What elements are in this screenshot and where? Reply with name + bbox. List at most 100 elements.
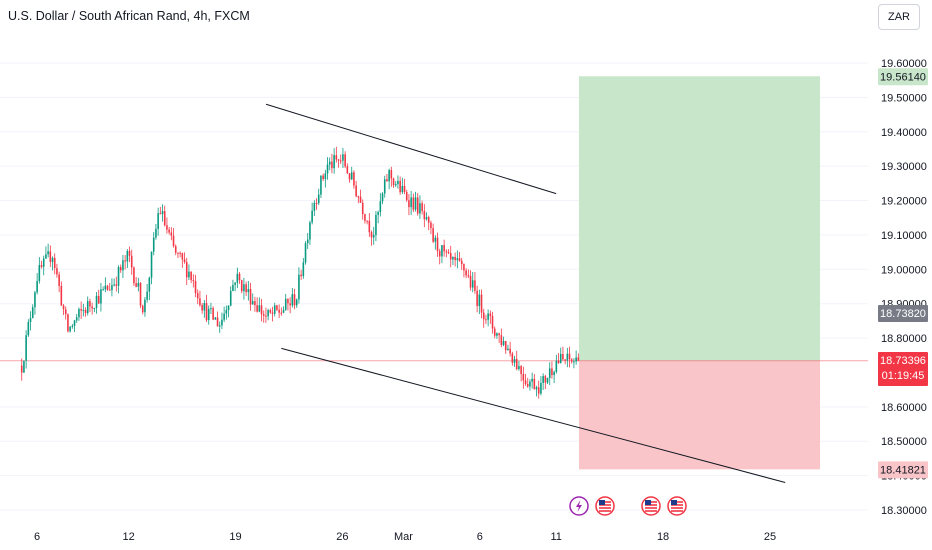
- candle-body: [469, 275, 472, 288]
- candle-body: [302, 262, 305, 277]
- candles: [20, 146, 580, 399]
- candle-body: [496, 333, 498, 336]
- candle-body: [335, 155, 338, 160]
- candle-body: [375, 214, 377, 236]
- candle-body: [221, 319, 223, 326]
- candle-body: [434, 237, 437, 242]
- candle-body: [315, 202, 318, 204]
- candle-body: [144, 299, 146, 313]
- candle-body: [346, 166, 349, 174]
- candle-body: [361, 202, 364, 215]
- candle-body: [357, 196, 360, 198]
- candle-body: [452, 256, 454, 260]
- candle-body: [152, 237, 155, 252]
- candle-body: [260, 305, 263, 315]
- candle-body: [64, 309, 67, 315]
- candle-body: [51, 257, 54, 262]
- candle-body: [108, 289, 111, 291]
- candle-body: [300, 274, 302, 277]
- candle-body: [524, 380, 527, 385]
- candle-body: [339, 160, 342, 162]
- candle-body: [403, 185, 406, 193]
- y-tick-label: 19.50000: [881, 92, 927, 104]
- candle-body: [104, 285, 107, 290]
- candle-body: [190, 271, 192, 281]
- candle-body: [287, 298, 289, 304]
- candle-body: [216, 317, 219, 327]
- candle-body: [491, 316, 494, 329]
- candle-body: [485, 319, 487, 321]
- candle-body: [515, 359, 518, 370]
- candle-body: [392, 178, 395, 186]
- candle-body: [214, 317, 217, 320]
- us-flag-icon: [667, 496, 687, 516]
- candle-body: [364, 214, 366, 221]
- candle-body: [89, 301, 91, 307]
- currency-button[interactable]: ZAR: [878, 4, 920, 30]
- candle-body: [236, 273, 239, 283]
- candle-body: [458, 258, 461, 261]
- us-flag-icon: [595, 496, 615, 516]
- candle-body: [518, 366, 520, 370]
- x-tick-label: 12: [122, 531, 134, 543]
- candle-body: [399, 180, 401, 193]
- candle-body: [269, 310, 272, 313]
- candle-body: [425, 217, 428, 220]
- candle-body: [419, 203, 421, 214]
- candle-body: [377, 212, 379, 215]
- candle-body: [478, 294, 481, 307]
- candle-body: [227, 305, 230, 311]
- candle-body: [181, 253, 184, 260]
- stop-price-badge-bg: [878, 461, 928, 479]
- last-price-badge-bg: [878, 305, 928, 322]
- x-tick-label: 25: [764, 531, 776, 543]
- candle-body: [412, 197, 415, 210]
- candle-body: [47, 251, 49, 255]
- candle-body: [350, 172, 353, 180]
- candle-body: [111, 285, 113, 291]
- candle-body: [29, 318, 32, 323]
- candle-body: [460, 260, 463, 265]
- candle-body: [390, 170, 393, 179]
- candle-body: [427, 217, 430, 223]
- candle-body: [97, 295, 100, 304]
- target-price-badge: 19.56140: [878, 68, 928, 86]
- candle-body: [537, 387, 540, 394]
- candle-body: [559, 354, 562, 364]
- candle-body: [546, 378, 549, 383]
- candle-body: [168, 229, 170, 233]
- candle-body: [342, 154, 344, 161]
- candle-body: [573, 361, 575, 363]
- candle-body: [254, 301, 256, 306]
- candle-body: [526, 384, 529, 387]
- y-tick-label: 19.10000: [881, 230, 927, 242]
- candle-body: [126, 250, 129, 262]
- candle-body: [535, 387, 538, 390]
- candle-body: [414, 197, 417, 210]
- us-flag-icon: [641, 496, 661, 516]
- candle-body: [80, 309, 82, 311]
- candle-body: [388, 170, 390, 182]
- candle-body: [75, 317, 78, 321]
- candle-body: [177, 252, 179, 254]
- candle-body: [463, 264, 465, 271]
- candle-body: [331, 161, 333, 169]
- candle-body: [157, 213, 159, 229]
- candle-body: [529, 381, 531, 387]
- candle-body: [56, 268, 58, 275]
- stop-loss-zone: [579, 360, 820, 470]
- candle-body: [533, 378, 536, 390]
- current-price-badge-text: 18.73396: [880, 355, 926, 367]
- candle-body: [544, 376, 547, 383]
- candle-body: [102, 289, 104, 291]
- candle-body: [386, 179, 388, 182]
- x-tick-label: Mar: [394, 531, 413, 543]
- candle-body: [174, 246, 177, 253]
- candle-body: [60, 285, 63, 306]
- candle-body: [520, 366, 522, 375]
- candle-body: [243, 284, 245, 292]
- candle-body: [78, 309, 80, 318]
- candle-body: [273, 305, 276, 314]
- candle-body: [471, 280, 474, 288]
